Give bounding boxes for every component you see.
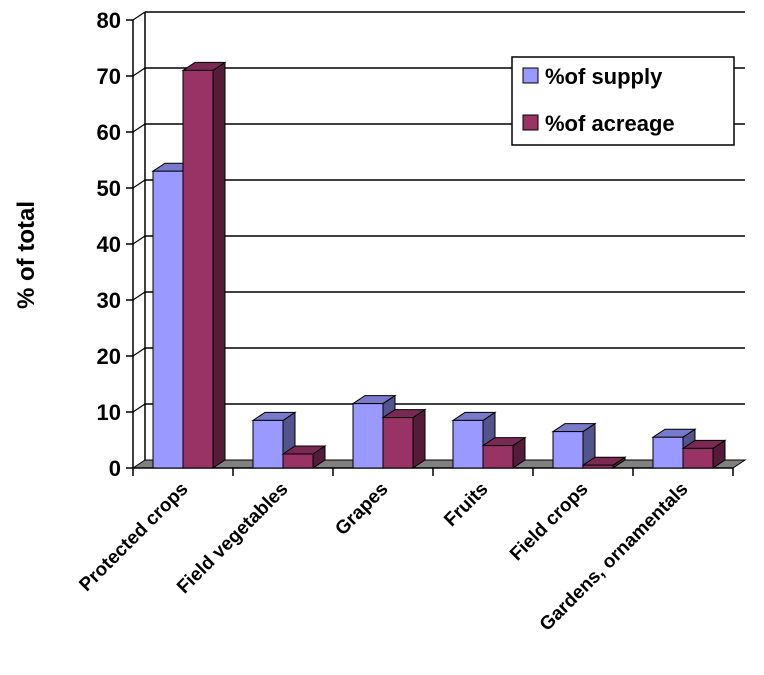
legend-label-acreage: %of acreage	[545, 111, 675, 136]
bar-acreage	[181, 61, 227, 469]
y-tick-label: 70	[97, 64, 121, 89]
gridline-side	[132, 179, 146, 189]
y-tick-label: 0	[109, 456, 121, 481]
x-tick-label: Fruits	[440, 479, 492, 531]
legend-label-supply: %of supply	[545, 64, 663, 89]
gridline-side	[132, 123, 146, 133]
bar-acreage	[381, 408, 427, 469]
bar-acreage	[481, 436, 527, 469]
y-tick-label: 60	[97, 120, 121, 145]
y-tick-label: 20	[97, 344, 121, 369]
bar-acreage	[581, 456, 627, 469]
y-tick-label: 80	[97, 8, 121, 33]
x-tick-label: Grapes	[331, 479, 392, 540]
legend-box	[511, 56, 735, 146]
y-tick-label: 40	[97, 232, 121, 257]
gridline-side	[132, 235, 146, 245]
bar-acreage	[281, 445, 327, 469]
y-tick-label: 10	[97, 400, 121, 425]
y-axis-title: % of total	[13, 201, 40, 309]
y-tick-label: 50	[97, 176, 121, 201]
legend-swatch-acreage	[522, 114, 539, 131]
y-tick-label: 30	[97, 288, 121, 313]
legend: %of supply %of acreage	[511, 56, 735, 146]
gridline-side	[132, 291, 146, 301]
bar-acreage	[681, 439, 727, 469]
bars	[151, 61, 727, 469]
x-tick-label: Field vegetables	[173, 479, 292, 598]
x-tick-label: Protected crops	[75, 479, 192, 596]
x-tick-label: Field crops	[506, 479, 593, 566]
gridline-side	[132, 67, 146, 77]
bar-supply	[551, 422, 597, 469]
gridline-side	[132, 403, 146, 413]
gridline-side	[132, 11, 146, 21]
legend-swatch-supply	[522, 67, 539, 84]
gridline-side	[132, 347, 146, 357]
